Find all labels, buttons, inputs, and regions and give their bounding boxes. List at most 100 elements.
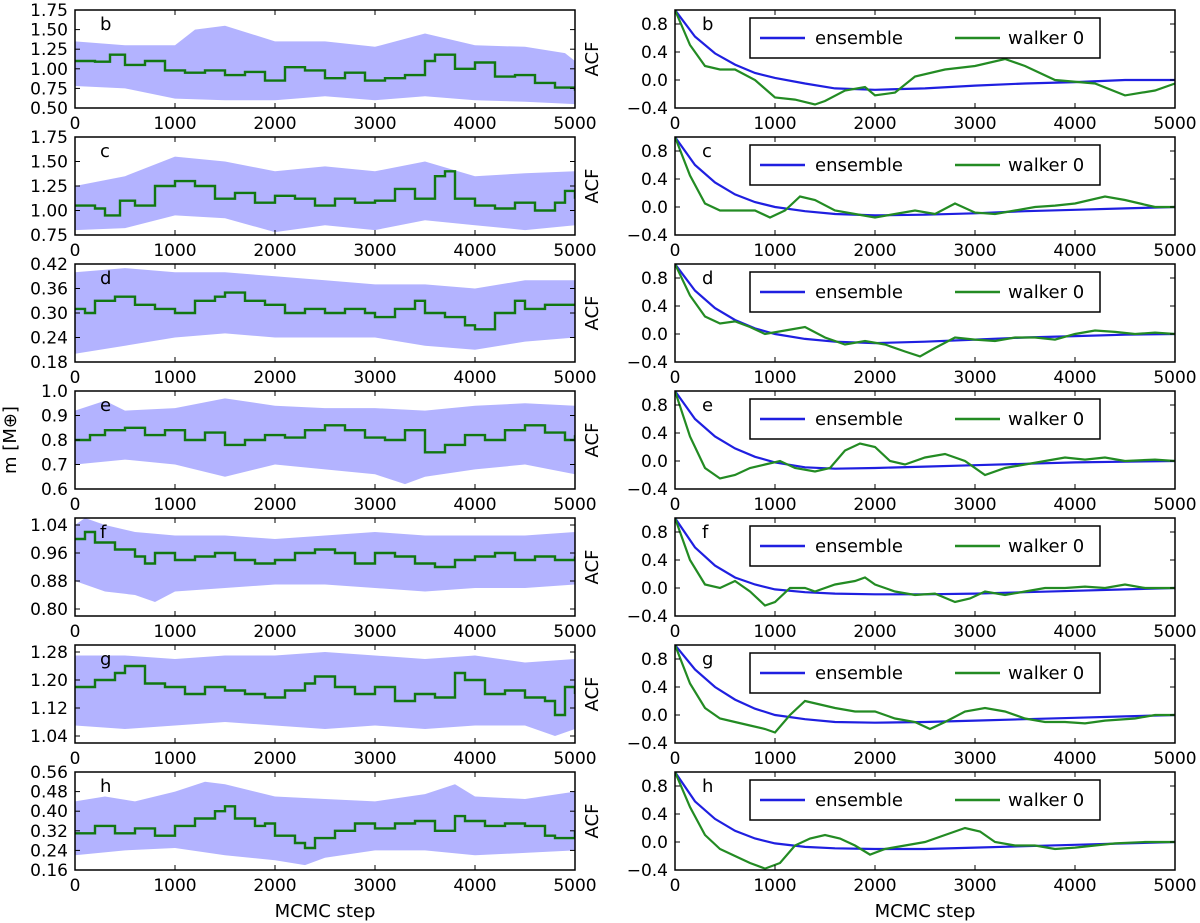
x-tick-label: 0: [70, 114, 81, 134]
x-tick-label: 1000: [153, 622, 196, 642]
credible-band: [75, 25, 575, 105]
acf-tick-label: −0.4: [627, 480, 668, 500]
legend-box: [749, 779, 1101, 821]
x-tick-label: 2000: [853, 622, 896, 642]
x-tick-label: 4000: [1053, 876, 1096, 896]
walker-trace: [75, 664, 575, 717]
x-tick-label: 0: [70, 876, 81, 896]
acf-tick-label: 0.8: [641, 142, 668, 162]
legend: ensemble walker 0: [749, 271, 1101, 313]
y-tick-label: 0.24: [30, 329, 68, 349]
x-tick-label: 2000: [853, 749, 896, 769]
x-tick-label: 5000: [553, 495, 596, 515]
panel-letter: h: [702, 776, 713, 797]
y-tick-label: 1.25: [30, 177, 68, 197]
acf-panel-h: [675, 772, 1175, 870]
panel-letter: f: [702, 522, 709, 543]
x-tick-label: 1000: [153, 368, 196, 388]
acf-tick-label: 0.0: [641, 452, 668, 472]
x-tick-label: 1000: [753, 749, 796, 769]
acf-panel-b: [675, 10, 1175, 106]
legend-label-ensemble: ensemble: [815, 790, 903, 811]
panel-letter: c: [100, 141, 110, 162]
x-tick-label: 0: [670, 876, 681, 896]
axes-frame: [74, 9, 576, 109]
acf-tick-label: −0.4: [627, 226, 668, 246]
axes-frame: [74, 517, 576, 617]
x-tick-label: 4000: [453, 749, 496, 769]
legend-label-walker: walker 0: [1008, 282, 1084, 303]
ensemble-acf-line: [675, 772, 1175, 851]
legend-label-walker: walker 0: [1008, 536, 1084, 557]
acf-tick-label: 0.0: [641, 198, 668, 218]
legend-label-ensemble: ensemble: [815, 28, 903, 49]
x-tick-label: 1000: [753, 368, 796, 388]
legend: ensemble walker 0: [749, 398, 1101, 440]
acf-panel-g: [675, 645, 1175, 734]
x-tick-label: 2000: [853, 241, 896, 261]
x-tick-label: 2000: [853, 114, 896, 134]
x-tick-label: 4000: [1053, 368, 1096, 388]
x-tick-label: 0: [670, 495, 681, 515]
acf-tick-label: 0.4: [641, 805, 668, 825]
ensemble-acf-line: [675, 391, 1175, 470]
x-tick-label: 3000: [353, 241, 396, 261]
x-tick-label: 3000: [953, 622, 996, 642]
y-tick-label: 0.24: [30, 841, 68, 861]
y-tick-label: 0.9: [41, 407, 68, 427]
x-tick-label: 3000: [953, 114, 996, 134]
x-tick-label: 3000: [953, 368, 996, 388]
axes-frame: [74, 644, 576, 744]
acf-tick-label: −0.4: [627, 353, 668, 373]
walker-acf-line: [675, 645, 1175, 734]
y-tick-label: 0.36: [30, 280, 68, 300]
x-tick-label: 3000: [953, 749, 996, 769]
x-tick-label: 1000: [153, 749, 196, 769]
legend-label-ensemble: ensemble: [815, 155, 903, 176]
acf-axis-label: ACF: [582, 423, 603, 458]
y-tick-label: 1.04: [30, 727, 68, 747]
legend-label-walker: walker 0: [1008, 409, 1084, 430]
acf-panel-e: [675, 391, 1175, 480]
ensemble-acf-line: [675, 10, 1175, 91]
x-tick-label: 3000: [953, 876, 996, 896]
x-tick-label: 2000: [253, 622, 296, 642]
legend-label-ensemble: ensemble: [815, 409, 903, 430]
x-tick-label: 2000: [253, 749, 296, 769]
trace-panel-h: [75, 781, 575, 866]
trace-panel-c: [75, 156, 575, 233]
legend-box: [749, 398, 1101, 440]
acf-tick-label: −0.4: [627, 861, 668, 881]
x-tick-label: 1000: [753, 876, 796, 896]
y-tick-label: 1.12: [30, 699, 68, 719]
trace-panel-f: [75, 518, 575, 602]
acf-tick-label: 0.0: [641, 833, 668, 853]
acf-tick-label: 0.0: [641, 579, 668, 599]
y-tick-label: 1.20: [30, 671, 68, 691]
x-tick-label: 4000: [453, 495, 496, 515]
acf-tick-label: 0.4: [641, 170, 668, 190]
walker-acf-line: [675, 772, 1175, 870]
y-tick-label: 0.32: [30, 822, 68, 842]
walker-trace: [75, 424, 575, 454]
acf-tick-label: 0.8: [641, 523, 668, 543]
x-tick-label: 2000: [253, 114, 296, 134]
y-tick-label: 1.75: [30, 128, 68, 148]
x-tick-label: 4000: [453, 114, 496, 134]
x-axis-title-left: MCMC step: [275, 901, 376, 922]
legend: ensemble walker 0: [749, 17, 1101, 59]
legend-label-walker: walker 0: [1008, 28, 1084, 49]
y-tick-label: 0.6: [41, 480, 68, 500]
x-tick-label: 0: [670, 749, 681, 769]
panel-letter: b: [100, 14, 111, 35]
axes-frame: [674, 136, 1176, 236]
legend-box: [749, 652, 1101, 694]
acf-tick-label: 0.8: [641, 269, 668, 289]
legend: ensemble walker 0: [749, 144, 1101, 186]
x-tick-label: 3000: [953, 495, 996, 515]
x-tick-label: 2000: [253, 241, 296, 261]
trace-panel-e: [75, 398, 575, 485]
acf-panel-f: [675, 518, 1175, 607]
panel-letter: b: [702, 14, 713, 35]
x-tick-label: 5000: [1153, 495, 1196, 515]
